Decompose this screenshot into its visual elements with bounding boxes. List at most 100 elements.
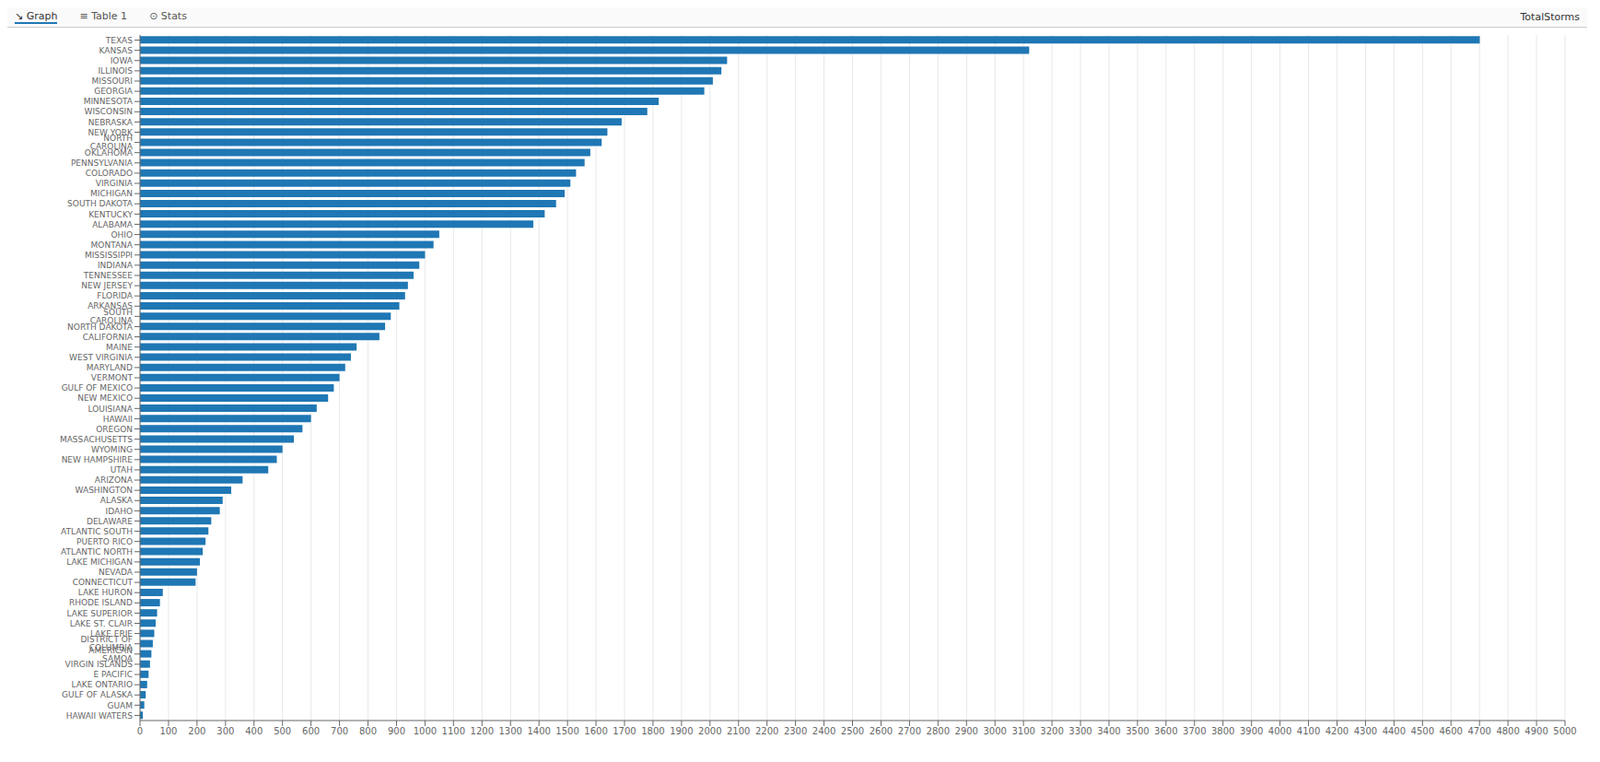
svg-text:SOUTH DAKOTA: SOUTH DAKOTA <box>67 198 134 209</box>
svg-text:MASSACHUSETTS: MASSACHUSETTS <box>59 434 133 444</box>
svg-text:1500: 1500 <box>555 725 579 736</box>
svg-text:NEBRASKA: NEBRASKA <box>88 117 134 128</box>
svg-text:4800: 4800 <box>1495 725 1519 736</box>
svg-text:2700: 2700 <box>898 725 922 736</box>
svg-text:WYOMING: WYOMING <box>91 444 133 455</box>
svg-text:NEW MEXICO: NEW MEXICO <box>77 393 133 403</box>
svg-text:500: 500 <box>273 725 292 736</box>
svg-text:WEST VIRGINIA: WEST VIRGINIA <box>69 352 134 363</box>
svg-text:NORTH DAKOTA: NORTH DAKOTA <box>67 322 134 332</box>
svg-text:UTAH: UTAH <box>110 465 133 475</box>
svg-text:1400: 1400 <box>526 725 550 736</box>
svg-text:OHIO: OHIO <box>110 230 133 240</box>
svg-text:4100: 4100 <box>1296 725 1320 736</box>
svg-text:3700: 3700 <box>1182 725 1206 736</box>
svg-text:KANSAS: KANSAS <box>99 46 134 56</box>
svg-text:GEORGIA: GEORGIA <box>93 86 134 96</box>
svg-text:ATLANTIC NORTH: ATLANTIC NORTH <box>60 547 133 557</box>
svg-text:4500: 4500 <box>1411 725 1435 736</box>
svg-text:DELAWARE: DELAWARE <box>86 516 133 526</box>
svg-text:4400: 4400 <box>1382 725 1406 736</box>
svg-text:0: 0 <box>137 725 143 736</box>
svg-text:WASHINGTON: WASHINGTON <box>75 485 133 495</box>
svg-text:3300: 3300 <box>1068 725 1092 736</box>
svg-text:MINNESOTA: MINNESOTA <box>83 96 134 106</box>
svg-text:100: 100 <box>159 725 177 736</box>
svg-text:MISSISSIPPI: MISSISSIPPI <box>84 250 133 260</box>
svg-text:200: 200 <box>187 725 206 736</box>
svg-text:RHODE ISLAND: RHODE ISLAND <box>69 597 133 608</box>
svg-text:2800: 2800 <box>926 725 950 736</box>
svg-text:INDIANA: INDIANA <box>97 260 134 270</box>
svg-text:OKLAHOMA: OKLAHOMA <box>84 148 134 158</box>
svg-text:300: 300 <box>216 725 234 736</box>
svg-text:3800: 3800 <box>1211 725 1235 736</box>
svg-text:4200: 4200 <box>1325 725 1349 736</box>
svg-text:4900: 4900 <box>1524 725 1548 736</box>
svg-text:3000: 3000 <box>982 725 1006 736</box>
svg-text:2300: 2300 <box>783 725 807 736</box>
svg-text:IDAHO: IDAHO <box>105 506 133 516</box>
svg-text:700: 700 <box>330 725 349 736</box>
svg-text:PENNSYLVANIA: PENNSYLVANIA <box>70 158 134 168</box>
svg-text:VIRGINIA: VIRGINIA <box>95 178 134 188</box>
svg-text:1200: 1200 <box>470 725 494 736</box>
svg-text:2100: 2100 <box>726 725 750 736</box>
svg-text:2600: 2600 <box>869 725 893 736</box>
svg-text:2900: 2900 <box>955 725 979 736</box>
svg-text:IOWA: IOWA <box>110 56 134 66</box>
svg-text:MICHIGAN: MICHIGAN <box>90 188 133 199</box>
svg-text:1600: 1600 <box>583 725 608 736</box>
svg-text:1100: 1100 <box>442 725 466 736</box>
svg-text:1000: 1000 <box>413 725 437 736</box>
svg-text:2000: 2000 <box>698 725 722 736</box>
svg-text:3400: 3400 <box>1097 725 1121 736</box>
svg-text:3600: 3600 <box>1154 725 1178 736</box>
svg-text:4300: 4300 <box>1354 725 1378 736</box>
svg-text:NEW JERSEY: NEW JERSEY <box>81 280 133 291</box>
svg-text:CALIFORNIA: CALIFORNIA <box>82 332 134 342</box>
svg-text:E PACIFIC: E PACIFIC <box>93 669 133 679</box>
svg-text:LAKE SUPERIOR: LAKE SUPERIOR <box>67 608 134 619</box>
svg-text:3900: 3900 <box>1239 725 1263 736</box>
svg-text:VIRGIN ISLANDS: VIRGIN ISLANDS <box>65 659 134 669</box>
svg-text:ATLANTIC SOUTH: ATLANTIC SOUTH <box>60 526 133 537</box>
svg-text:HAWAII WATERS: HAWAII WATERS <box>66 711 133 721</box>
svg-text:LOUISIANA: LOUISIANA <box>88 404 134 414</box>
svg-text:1300: 1300 <box>498 725 522 736</box>
svg-text:LAKE ONTARIO: LAKE ONTARIO <box>70 679 133 690</box>
svg-text:CONNECTICUT: CONNECTICUT <box>72 577 134 587</box>
svg-text:LAKE MICHIGAN: LAKE MICHIGAN <box>66 557 133 567</box>
svg-text:MISSOURI: MISSOURI <box>92 76 133 86</box>
svg-text:TENNESSEE: TENNESSEE <box>82 270 133 281</box>
svg-text:OREGON: OREGON <box>95 424 133 434</box>
svg-text:1700: 1700 <box>612 725 636 736</box>
svg-text:GUAM: GUAM <box>107 700 133 711</box>
svg-text:LAKE ST. CLAIR: LAKE ST. CLAIR <box>70 618 133 629</box>
svg-text:GULF OF ALASKA: GULF OF ALASKA <box>61 689 134 700</box>
svg-text:MARYLAND: MARYLAND <box>86 362 133 373</box>
svg-text:WISCONSIN: WISCONSIN <box>84 106 133 117</box>
svg-text:3100: 3100 <box>1011 725 1035 736</box>
svg-text:MONTANA: MONTANA <box>91 240 134 250</box>
svg-text:HAWAII: HAWAII <box>103 414 133 424</box>
svg-text:800: 800 <box>359 725 377 736</box>
svg-text:ALABAMA: ALABAMA <box>92 220 134 230</box>
svg-text:400: 400 <box>245 725 263 736</box>
svg-text:LAKE HURON: LAKE HURON <box>78 587 133 597</box>
svg-text:NEW HAMPSHIRE: NEW HAMPSHIRE <box>61 455 134 465</box>
svg-text:FLORIDA: FLORIDA <box>96 291 134 301</box>
svg-text:KENTUCKY: KENTUCKY <box>88 210 133 220</box>
svg-text:MAINE: MAINE <box>105 342 133 352</box>
svg-text:3200: 3200 <box>1039 725 1063 736</box>
svg-text:VERMONT: VERMONT <box>91 373 134 383</box>
svg-text:900: 900 <box>387 725 406 736</box>
svg-text:4000: 4000 <box>1268 725 1292 736</box>
svg-text:2200: 2200 <box>755 725 779 736</box>
svg-text:NEVADA: NEVADA <box>98 567 134 577</box>
svg-text:2500: 2500 <box>840 725 865 736</box>
svg-text:ARIZONA: ARIZONA <box>94 475 134 485</box>
svg-text:3500: 3500 <box>1125 725 1149 736</box>
svg-text:TEXAS: TEXAS <box>105 35 134 46</box>
svg-text:2400: 2400 <box>812 725 836 736</box>
